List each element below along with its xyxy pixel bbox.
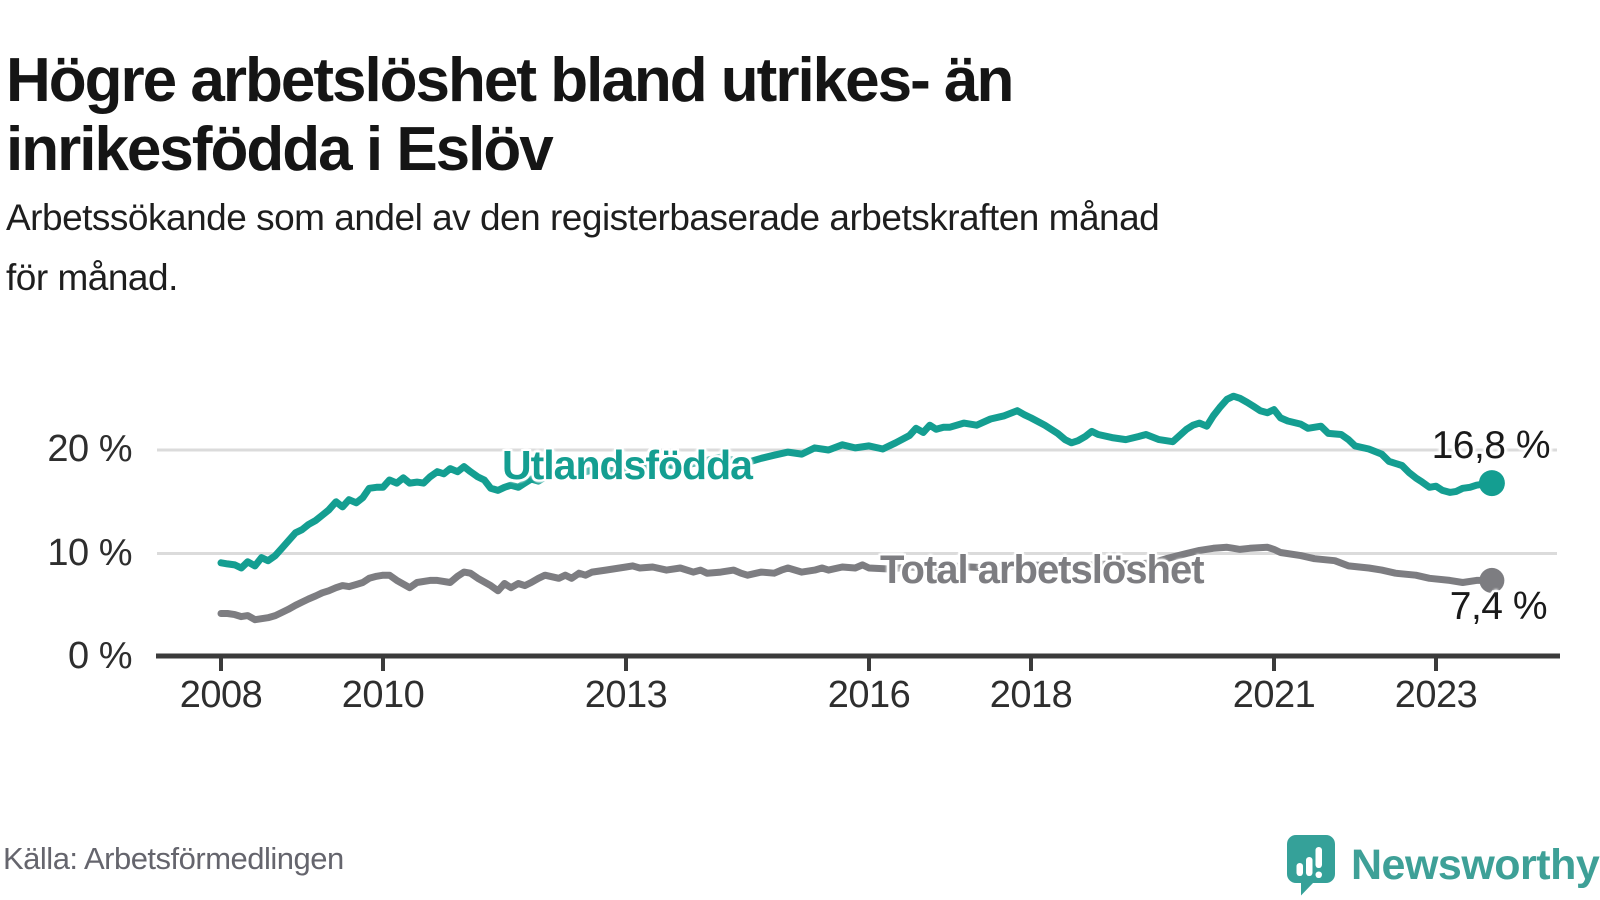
series-end-dot-total xyxy=(1479,567,1505,593)
source-credit: Källa: Arbetsförmedlingen xyxy=(3,841,344,876)
newsworthy-wordmark: Newsworthy xyxy=(1351,840,1600,889)
chart-subtitle-line-1: Arbetssökande som andel av den registerb… xyxy=(6,197,1160,238)
series-line-utlandsfodda xyxy=(217,392,1496,572)
newsworthy-branding: Newsworthy xyxy=(1286,834,1600,896)
chart-subtitle-line-2: för månad. xyxy=(6,256,178,298)
newsworthy-chart-bubble-icon xyxy=(1287,835,1335,896)
chart-title: Högre arbetslöshet bland utrikes- än inr… xyxy=(6,45,1014,184)
series-line-total xyxy=(217,543,1496,624)
chart-subtitle: Arbetssökande som andel av den registerb… xyxy=(6,188,1566,308)
series-end-dot-utlandsfodda xyxy=(1478,470,1505,497)
